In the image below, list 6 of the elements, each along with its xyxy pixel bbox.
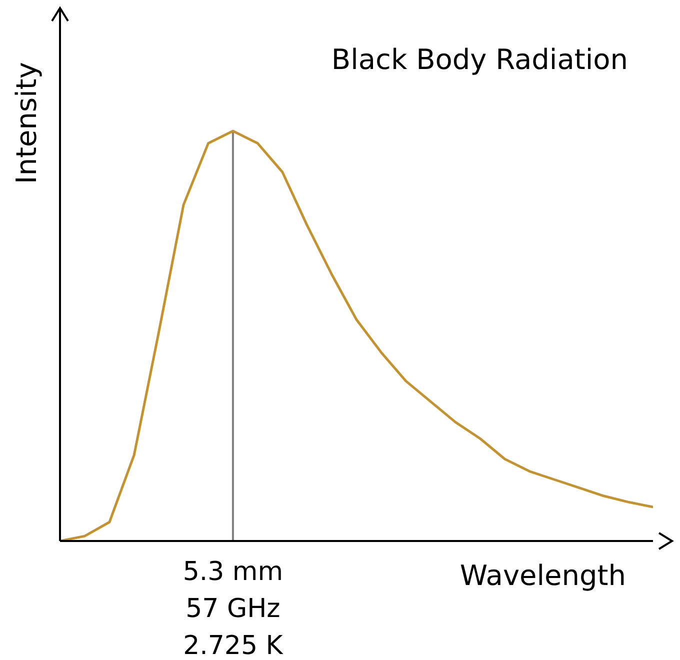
text: 5.3 mm xyxy=(182,557,284,587)
text: 2.725 K xyxy=(183,631,284,660)
x-axis-title: Wavelength xyxy=(460,559,626,592)
chart-title: Black Body Radiation xyxy=(331,43,628,76)
text: 57 GHz xyxy=(186,594,280,624)
y-axis-title: Intensity xyxy=(10,62,43,184)
